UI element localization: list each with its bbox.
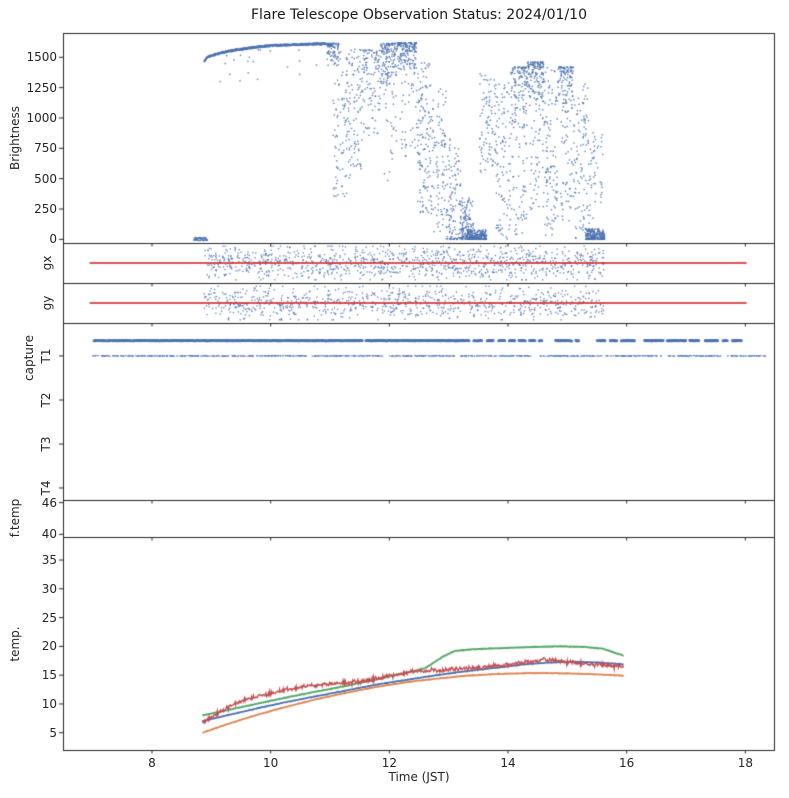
capture-ytick-label-T1: T1 — [39, 348, 53, 364]
x-tick-label-8: 8 — [148, 756, 156, 770]
x-tick-label-14: 14 — [500, 756, 516, 770]
x-tick-label-10: 10 — [263, 756, 279, 770]
chart-title: Flare Telescope Observation Status: 2024… — [251, 7, 587, 23]
ftemp-axis-label: f.temp — [8, 498, 22, 538]
capture-ytick-label-T2: T2 — [39, 392, 53, 408]
brightness-ytick-label-1250: 1250 — [26, 80, 57, 95]
capture-ytick-label-T3: T3 — [39, 436, 53, 452]
brightness-ytick-label-750: 750 — [34, 141, 57, 156]
gx-axis-label: gx — [40, 255, 54, 271]
brightness-ytick-label-1500: 1500 — [26, 50, 57, 65]
x-tick-label-12: 12 — [381, 756, 397, 770]
x-axis-label: Time (JST) — [388, 770, 450, 784]
brightness-ytick-label-250: 250 — [34, 202, 57, 216]
x-tick-label-16: 16 — [619, 756, 635, 770]
temp-ytick-label-20: 20 — [41, 639, 57, 654]
ftemp-ytick-label-46: 46 — [41, 495, 57, 510]
temp-ytick-label-35: 35 — [41, 553, 57, 568]
brightness-ytick-label-1000: 1000 — [26, 110, 57, 125]
brightness-ytick-label-0: 0 — [49, 232, 57, 247]
temp-ytick-label-30: 30 — [41, 581, 57, 596]
temp-ytick-label-10: 10 — [41, 696, 57, 711]
capture-axis-label: capture — [22, 335, 36, 381]
gy-axis-label: gy — [40, 295, 54, 311]
temp-ytick-label-25: 25 — [41, 610, 57, 625]
brightness-ytick-label-500: 500 — [34, 171, 57, 186]
ftemp-ytick-label-40: 40 — [41, 527, 57, 542]
temp-axis-label: temp. — [8, 626, 22, 662]
temp-ytick-label-5: 5 — [49, 725, 57, 740]
temp-ytick-label-15: 15 — [41, 668, 57, 683]
x-tick-label-18: 18 — [737, 756, 753, 770]
capture-ytick-label-T4: T4 — [39, 480, 53, 496]
brightness-axis-label: Brightness — [8, 106, 22, 170]
